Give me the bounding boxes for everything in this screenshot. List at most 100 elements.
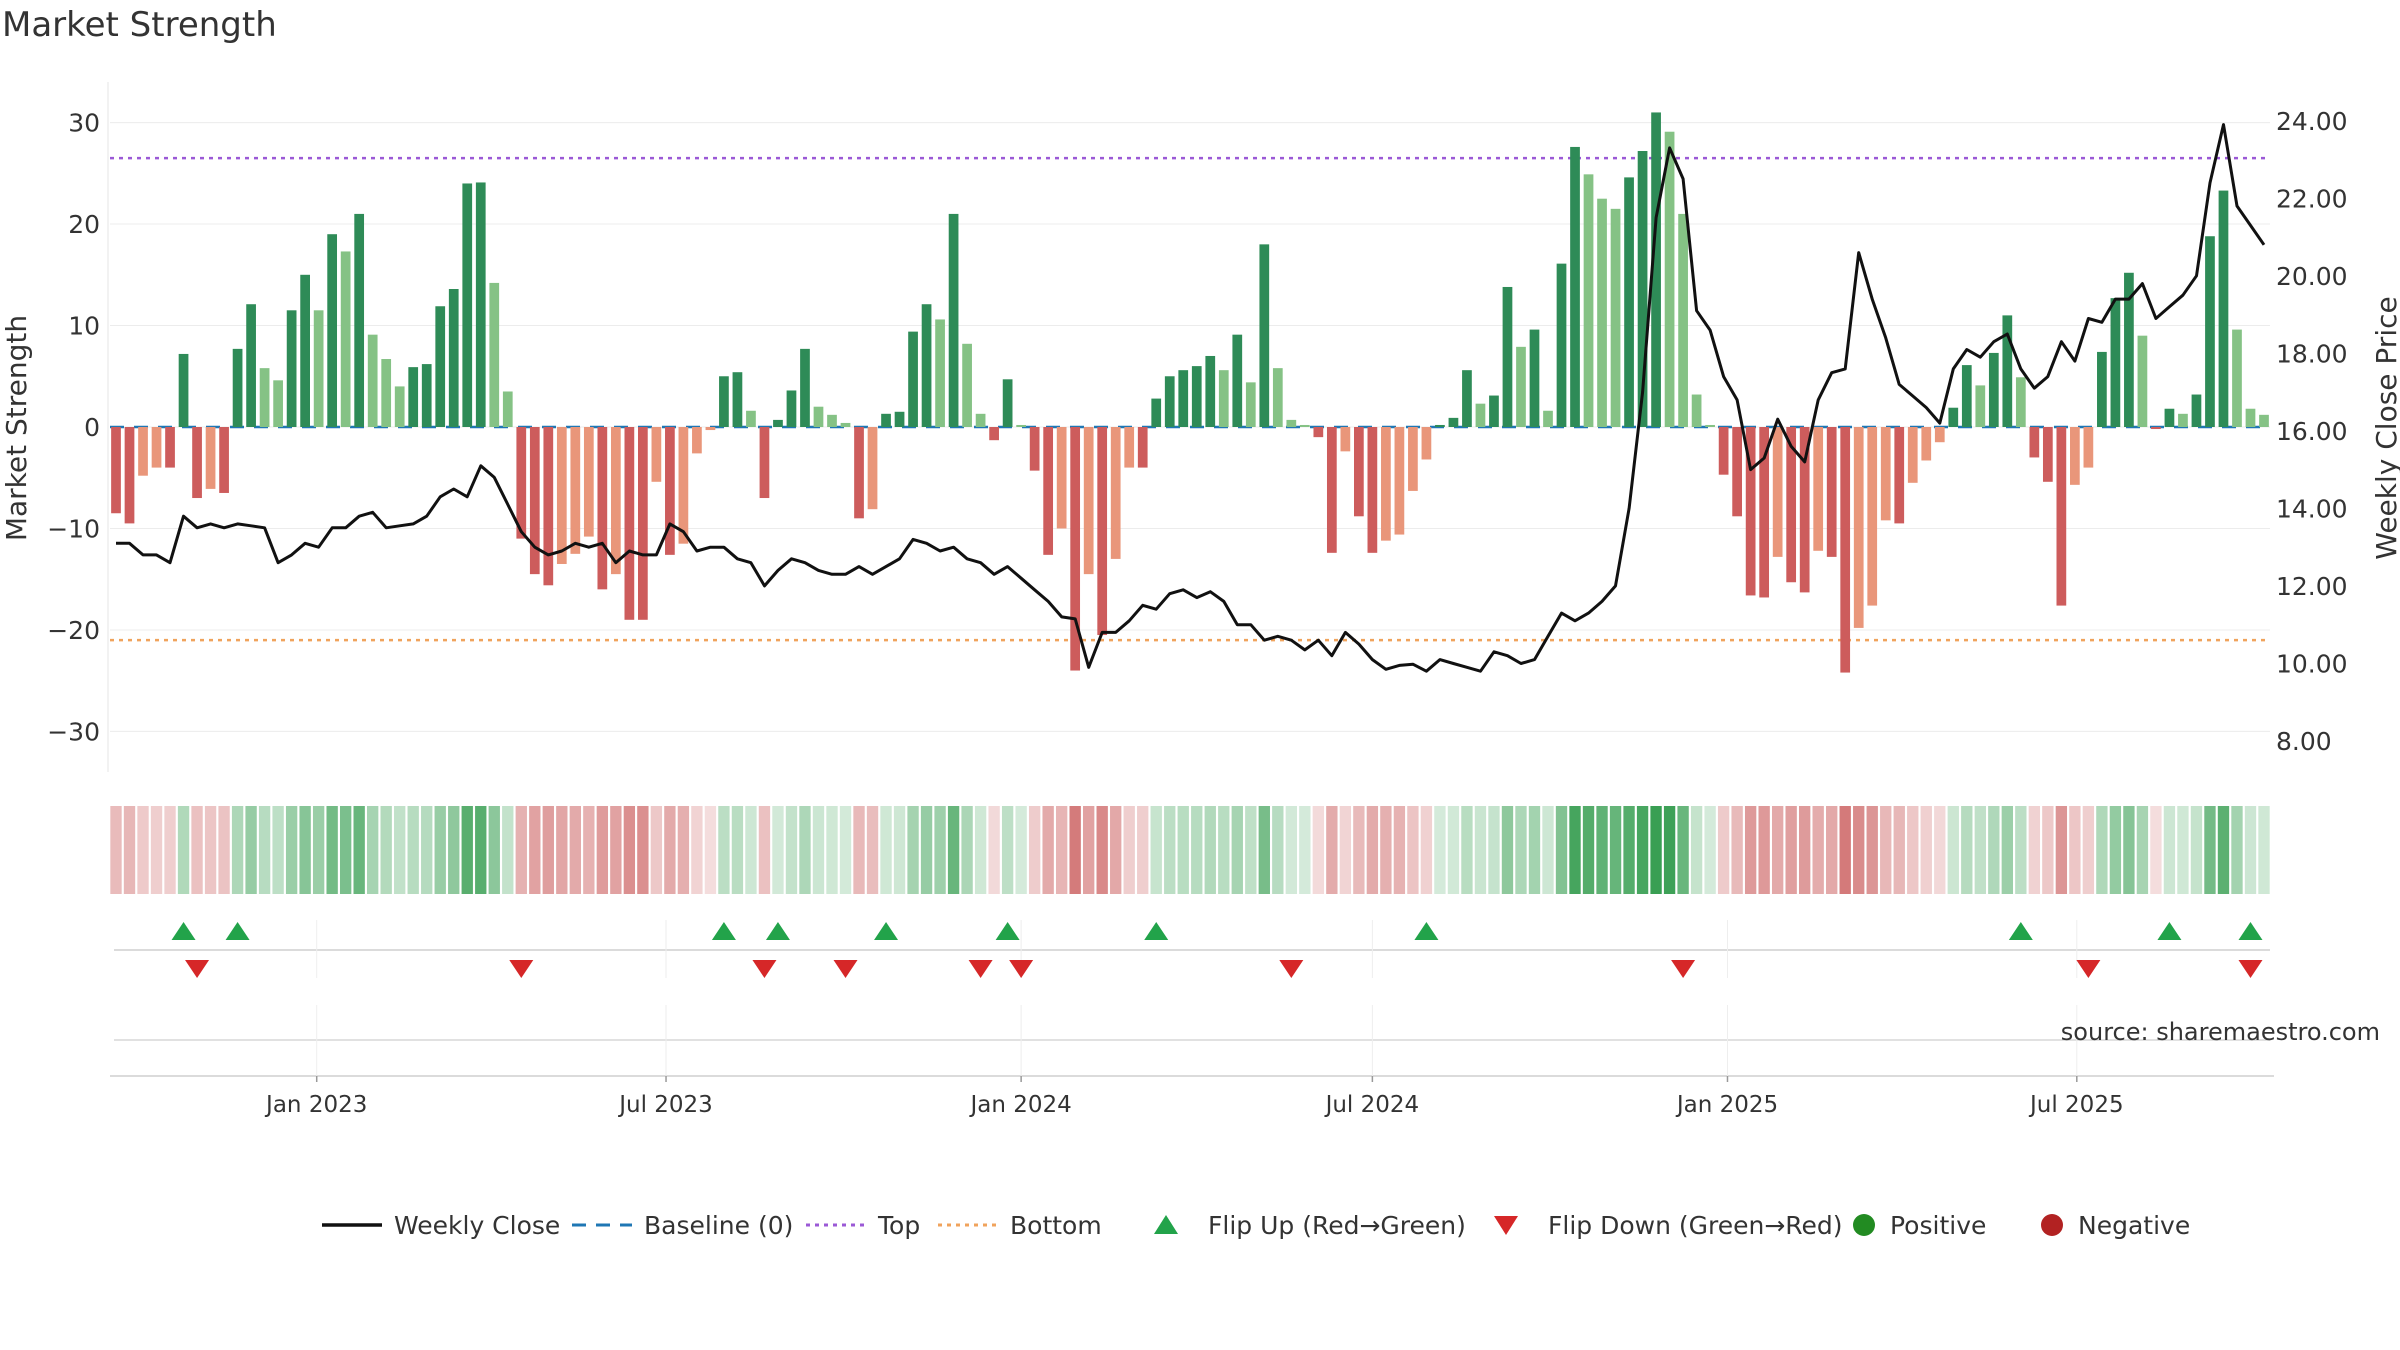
strength-bar bbox=[665, 427, 675, 555]
flip-up-marker bbox=[1414, 922, 1439, 940]
x-axis: Jan 2023 Jul 2023 Jan 2024 Jul 2024 Jan 2025… bbox=[110, 1005, 2274, 1118]
legend-label: Flip Down (Green→Red) bbox=[1548, 1211, 1843, 1240]
heat-strip-cell bbox=[1447, 806, 1460, 894]
strength-bar bbox=[2002, 315, 2013, 427]
y-right-tick-label: 20.00 bbox=[2276, 262, 2348, 291]
strength-bar bbox=[502, 391, 513, 427]
heat-strip-cell bbox=[1704, 806, 1716, 894]
heat-strip-cell bbox=[718, 806, 730, 894]
heat-strip-cell bbox=[1515, 806, 1527, 894]
heat-strip-cell bbox=[731, 806, 744, 894]
heat-strip-cell bbox=[1974, 806, 1986, 894]
heat-strip-cell bbox=[1245, 806, 1257, 894]
strength-bar bbox=[1178, 370, 1189, 427]
strength-bar bbox=[1664, 131, 1675, 427]
strength-bar bbox=[124, 427, 135, 524]
heat-strip-cell bbox=[1420, 806, 1433, 894]
strength-bar bbox=[2110, 298, 2121, 427]
heat-strip-cell bbox=[1650, 806, 1662, 894]
heat-strip-cell bbox=[1988, 806, 2000, 894]
heat-strip-cell bbox=[2190, 806, 2203, 894]
heat-strip-cell bbox=[1272, 806, 1284, 894]
strength-bar bbox=[2232, 329, 2242, 427]
heat-strip-cell bbox=[1137, 806, 1149, 894]
heat-strip-cell bbox=[1799, 806, 1811, 894]
heat-strip-cell bbox=[772, 806, 784, 894]
heat-strip-cell bbox=[1663, 806, 1676, 894]
strength-bar bbox=[1624, 177, 1634, 427]
strength-bar bbox=[462, 183, 473, 427]
heat-strip-cell bbox=[1785, 806, 1797, 894]
heat-strip-cell bbox=[502, 806, 514, 894]
heat-strip-cell bbox=[218, 806, 230, 894]
y-axis-right-ticks: 8.00 10.00 12.00 14.00 16.00 18.00 20.00 22.00 2… bbox=[2276, 107, 2348, 756]
heat-strip-cell bbox=[542, 806, 554, 894]
strength-bar bbox=[935, 319, 945, 427]
strength-bar bbox=[908, 331, 918, 427]
strength-bar bbox=[1516, 346, 1526, 427]
strength-bar bbox=[1029, 427, 1040, 471]
heat-strip-cell bbox=[1961, 806, 1973, 894]
strength-bar bbox=[1340, 427, 1351, 452]
heat-strip-cell bbox=[461, 806, 473, 894]
heat-strip-cell bbox=[785, 806, 798, 894]
legend-label: Flip Up (Red→Green) bbox=[1208, 1211, 1466, 1240]
strength-bar bbox=[1137, 427, 1148, 468]
heat-strip-cell bbox=[1285, 806, 1297, 894]
legend: Weekly Close Baseline (0) Top Bottom Flip Up… bbox=[322, 1211, 2190, 1240]
x-tick-label: Jan 2023 bbox=[264, 1092, 367, 1118]
heat-strip-cell bbox=[934, 806, 946, 894]
strength-bar bbox=[1867, 427, 1878, 606]
heat-strip-cell bbox=[1717, 806, 1730, 894]
heat-strip-cell bbox=[1880, 806, 1892, 894]
strength-bar bbox=[2245, 408, 2256, 427]
y-left-tick-label: −20 bbox=[47, 616, 100, 645]
strength-bar bbox=[2097, 351, 2107, 427]
heat-strip-cell bbox=[1055, 806, 1068, 894]
strength-bar bbox=[232, 348, 243, 427]
strength-bar bbox=[1124, 427, 1135, 468]
strength-bar bbox=[867, 427, 878, 510]
y-left-tick-label: 10 bbox=[68, 312, 100, 341]
strength-bar bbox=[543, 427, 554, 586]
heat-strip-cell bbox=[272, 806, 284, 894]
strength-bar bbox=[1299, 424, 1310, 427]
strength-bar bbox=[583, 427, 594, 537]
strength-bar bbox=[2151, 427, 2161, 430]
heat-strip-cell bbox=[1042, 806, 1054, 894]
strength-bar bbox=[205, 427, 216, 489]
heat-strip-cell bbox=[407, 806, 419, 894]
strength-bar bbox=[1489, 395, 1499, 427]
heat-strip-cell bbox=[920, 806, 933, 894]
heat-strip-cell bbox=[1299, 806, 1311, 894]
flip-down-marker bbox=[185, 960, 210, 978]
strength-bar bbox=[597, 427, 608, 590]
strength-bar bbox=[1637, 151, 1648, 427]
strength-bar bbox=[1759, 427, 1770, 598]
heat-strip-cell bbox=[1812, 806, 1824, 894]
strength-bar bbox=[178, 353, 189, 427]
strength-bar bbox=[1354, 427, 1364, 517]
strength-bars bbox=[111, 112, 2269, 673]
heat-strip-cell bbox=[1920, 806, 1932, 894]
heat-strip-cell bbox=[2231, 806, 2243, 894]
strength-bar bbox=[313, 310, 324, 427]
strength-bar bbox=[1272, 368, 1283, 427]
strength-bar bbox=[489, 282, 500, 427]
heat-strip-cell bbox=[1893, 806, 1905, 894]
heat-strip-cell bbox=[1312, 806, 1325, 894]
heat-strip-cell bbox=[1866, 806, 1878, 894]
legend-label: Baseline (0) bbox=[644, 1211, 793, 1240]
heat-strip-cell bbox=[826, 806, 838, 894]
strength-bar bbox=[1934, 427, 1945, 443]
flip-up-marker bbox=[2157, 922, 2182, 940]
weekly-close-line-group bbox=[116, 123, 2266, 673]
strength-bar bbox=[1610, 208, 1621, 427]
heat-strip-cell bbox=[1744, 806, 1757, 894]
heat-strip-cell bbox=[394, 806, 406, 894]
strength-bar bbox=[367, 334, 378, 427]
flip-down-marker bbox=[833, 960, 858, 978]
heat-strip-cell bbox=[1907, 806, 1919, 894]
strength-bar bbox=[1799, 427, 1810, 593]
heat-strip-cell bbox=[596, 806, 609, 894]
